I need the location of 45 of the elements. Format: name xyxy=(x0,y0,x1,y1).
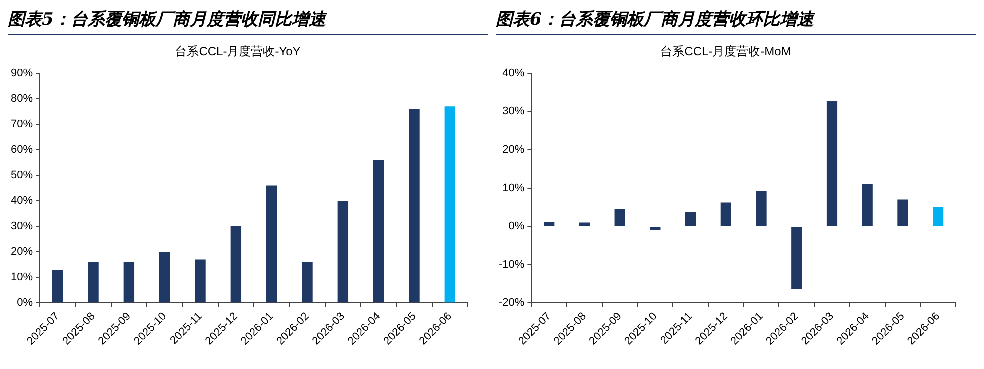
bar xyxy=(898,200,908,226)
bar xyxy=(933,207,944,226)
bar xyxy=(444,106,456,303)
bar xyxy=(338,201,349,303)
bar xyxy=(230,226,242,303)
chart-subtitle: 台系CCL-月度营收-YoY xyxy=(175,44,301,59)
bar xyxy=(124,262,135,303)
bar xyxy=(266,186,278,303)
y-tick-label: 80% xyxy=(10,92,34,105)
bar xyxy=(302,262,313,303)
bar xyxy=(862,184,873,226)
bar xyxy=(720,202,732,226)
y-tick-label: 0% xyxy=(17,297,34,310)
bar xyxy=(650,227,661,230)
y-tick-label: 0% xyxy=(508,220,525,233)
bar xyxy=(792,227,802,290)
bar xyxy=(685,212,696,226)
y-tick-label: 60% xyxy=(10,144,34,156)
y-tick-label: 20% xyxy=(10,246,34,258)
bar xyxy=(409,109,420,303)
bar xyxy=(88,262,99,303)
y-tick-label: 30% xyxy=(10,220,34,233)
y-tick-label: -10% xyxy=(498,258,525,271)
y-tick-label: 10% xyxy=(502,182,525,194)
y-tick-label: 90% xyxy=(10,67,34,80)
bar xyxy=(373,160,384,303)
bar xyxy=(579,222,590,226)
y-tick-label: 10% xyxy=(10,272,34,284)
chart-title: 图表6：台系覆铜板厂商月度营收环比增速 xyxy=(496,8,976,35)
bar xyxy=(159,252,170,303)
bar xyxy=(52,270,64,303)
y-tick-label: -20% xyxy=(498,297,525,310)
bar xyxy=(614,209,626,226)
y-tick-label: 30% xyxy=(502,106,525,118)
chart-subtitle: 台系CCL-月度营收-MoM xyxy=(660,44,792,59)
y-tick-label: 70% xyxy=(10,118,34,130)
y-tick-label: 40% xyxy=(502,67,525,80)
bar xyxy=(195,260,206,303)
bar xyxy=(826,100,838,226)
y-tick-label: 20% xyxy=(502,144,525,156)
y-tick-label: 50% xyxy=(10,170,34,182)
y-tick-label: 40% xyxy=(10,195,34,208)
bar xyxy=(544,222,555,226)
chart-title: 图表5：台系覆铜板厂商月度营收同比增速 xyxy=(8,8,488,35)
bar xyxy=(756,191,767,226)
